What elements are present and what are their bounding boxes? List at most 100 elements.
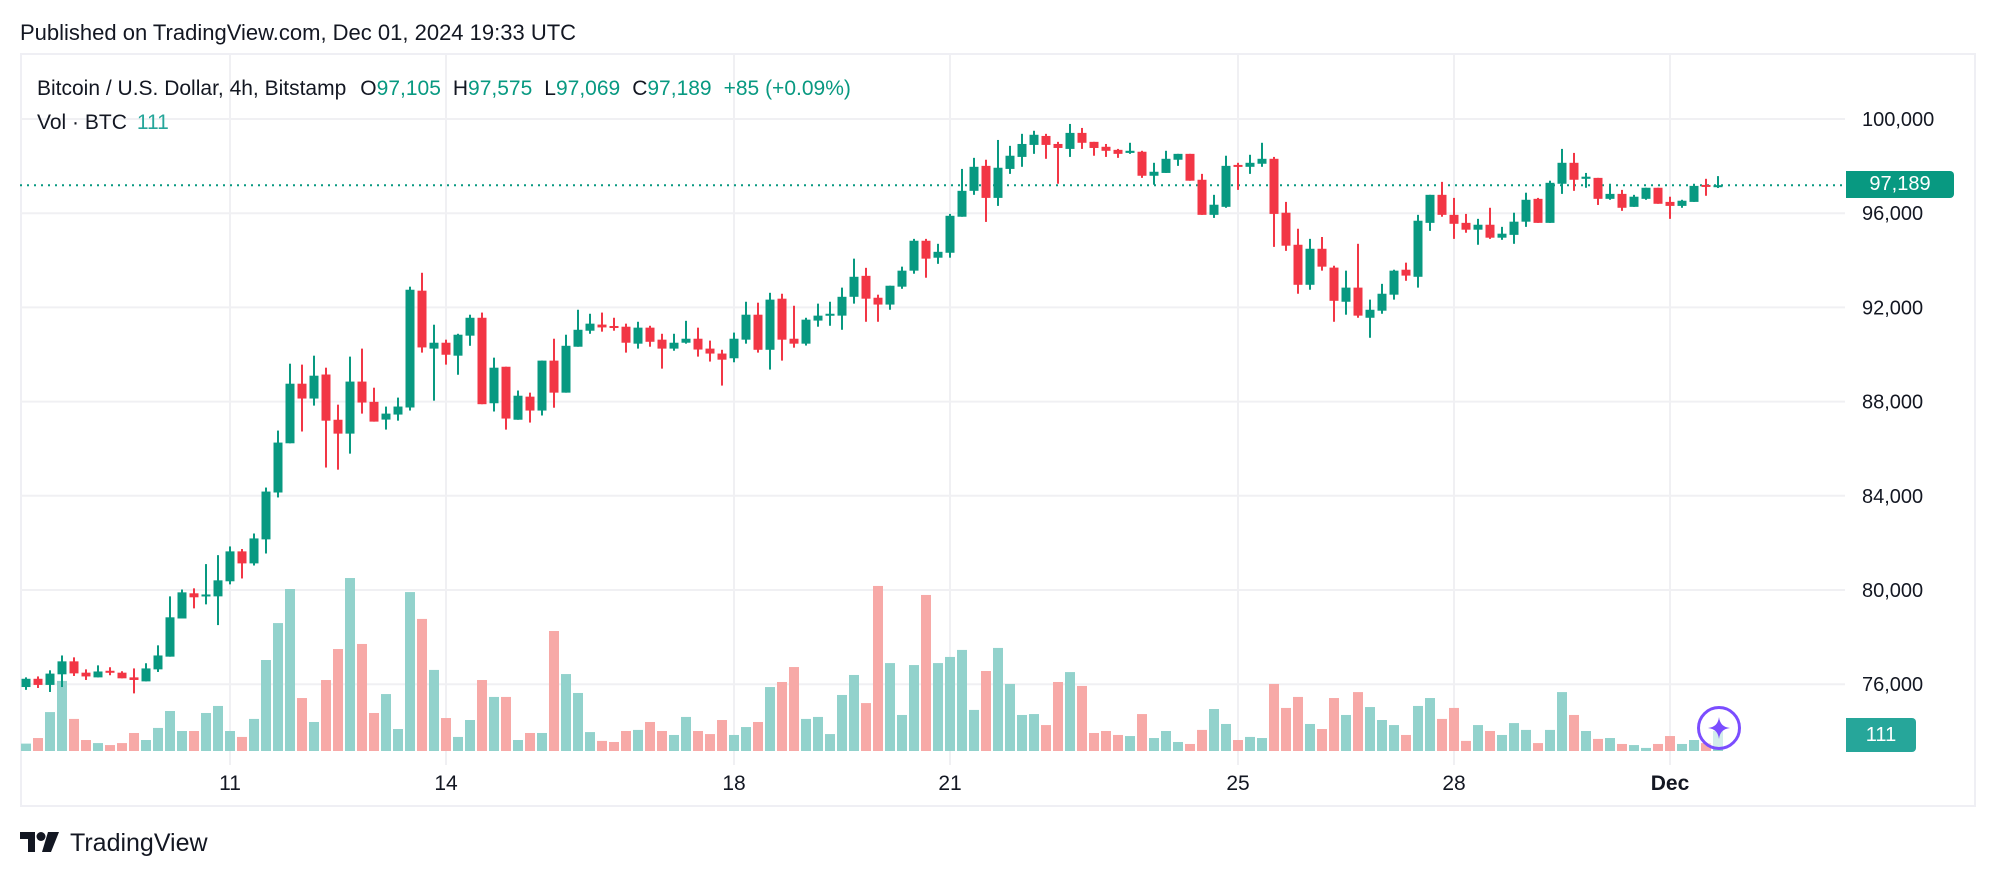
- candle-body: [105, 670, 115, 673]
- volume-bar: [1689, 740, 1699, 751]
- volume-bar: [765, 687, 775, 751]
- candle-body: [1497, 233, 1507, 238]
- volume-bar: [465, 720, 475, 751]
- candle-body: [813, 315, 823, 321]
- candle-body: [1665, 201, 1675, 206]
- candle-body: [861, 275, 871, 299]
- candle-body: [681, 338, 691, 343]
- volume-bar: [1653, 743, 1663, 751]
- tradingview-logo[interactable]: TradingView: [20, 827, 208, 859]
- volume-bar: [1113, 734, 1123, 751]
- candle-body: [1605, 193, 1615, 199]
- volume-bar: [1665, 736, 1675, 751]
- candle-body: [441, 342, 451, 355]
- candle-body: [249, 538, 259, 564]
- candle-body: [333, 419, 343, 434]
- volume-bar: [921, 594, 931, 751]
- candle-body: [1281, 212, 1291, 246]
- candle-body: [1305, 248, 1315, 285]
- volume-bar: [237, 736, 247, 751]
- candle-body: [1113, 149, 1123, 154]
- close-value: 97,189: [647, 77, 712, 100]
- candle-body: [285, 383, 295, 444]
- volume-bar: [1521, 729, 1531, 751]
- candle-body: [369, 401, 379, 422]
- volume-bar: [357, 643, 367, 751]
- candle-body: [585, 323, 595, 331]
- candle-body: [897, 270, 907, 287]
- candle-body: [1617, 193, 1627, 208]
- volume-bar: [885, 663, 895, 751]
- volume-bar: [285, 589, 295, 751]
- candle-body: [1341, 287, 1351, 302]
- candle-body: [1077, 132, 1087, 143]
- volume-bar: [417, 618, 427, 751]
- volume-bar: [489, 696, 499, 751]
- volume-bar: [21, 743, 31, 751]
- candle-body: [501, 366, 511, 419]
- x-tick-label: 28: [1442, 772, 1465, 795]
- open-label: O: [360, 77, 377, 100]
- volume-bar: [141, 740, 151, 751]
- candle-body: [609, 326, 619, 329]
- volume-bar: [777, 681, 787, 751]
- candle-body: [1677, 200, 1687, 206]
- candle-body: [1173, 153, 1183, 160]
- candle-body: [81, 672, 91, 677]
- y-tick-label: 100,000: [1862, 109, 1934, 131]
- volume-bar: [1029, 714, 1039, 751]
- candle-body: [1209, 204, 1219, 215]
- candle-body: [129, 677, 139, 680]
- candle-body: [513, 395, 523, 420]
- volume-bar: [369, 712, 379, 751]
- symbol-title[interactable]: Bitcoin / U.S. Dollar, 4h, Bitstamp: [37, 77, 347, 100]
- volume-bar: [105, 745, 115, 751]
- volume-bar: [645, 721, 655, 751]
- x-tick-label: 11: [219, 772, 241, 795]
- volume-bar: [549, 631, 559, 751]
- volume-bar: [1065, 672, 1075, 751]
- candle-body: [1461, 222, 1471, 230]
- candle-body: [1437, 194, 1447, 215]
- volume-bar: [753, 721, 763, 751]
- volume-bar: [261, 660, 271, 751]
- y-tick-label: 96,000: [1862, 203, 1923, 225]
- sparkle-icon: [1708, 717, 1730, 739]
- change-value: +85 (+0.09%): [723, 77, 851, 100]
- volume-bar: [1509, 723, 1519, 751]
- volume-bar: [1221, 723, 1231, 751]
- low-label: L: [544, 77, 556, 100]
- candle-body: [153, 655, 163, 670]
- candle-body: [177, 592, 187, 619]
- candle-body: [1137, 151, 1147, 176]
- candle-body: [729, 338, 739, 359]
- candle-body: [669, 342, 679, 349]
- volume-bar: [153, 727, 163, 751]
- volume-bar: [861, 703, 871, 751]
- volume-bar: [225, 731, 235, 751]
- candle-body: [465, 317, 475, 336]
- candle-body: [1365, 309, 1375, 318]
- candle-body: [1185, 153, 1195, 181]
- volume-bar: [1137, 714, 1147, 751]
- candle-body: [1425, 194, 1435, 223]
- candle-body: [705, 348, 715, 354]
- last-price-badge: 97,189: [1846, 171, 1954, 198]
- ai-assistant-button[interactable]: [1697, 706, 1741, 750]
- volume-bar: [1161, 731, 1171, 751]
- volume-label[interactable]: Vol · BTC: [37, 111, 127, 134]
- volume-bar: [429, 669, 439, 751]
- volume-bar: [453, 736, 463, 751]
- x-tick-label: 18: [722, 772, 745, 795]
- volume-bar: [1101, 731, 1111, 751]
- close-label: C: [632, 77, 648, 100]
- volume-bar: [1485, 731, 1495, 751]
- volume-bar: [165, 711, 175, 751]
- candle-body: [621, 326, 631, 343]
- candle-body: [537, 360, 547, 411]
- volume-bar: [477, 680, 487, 751]
- volume-bar: [1281, 707, 1291, 751]
- volume-bar: [1077, 685, 1087, 751]
- volume-bar: [957, 649, 967, 751]
